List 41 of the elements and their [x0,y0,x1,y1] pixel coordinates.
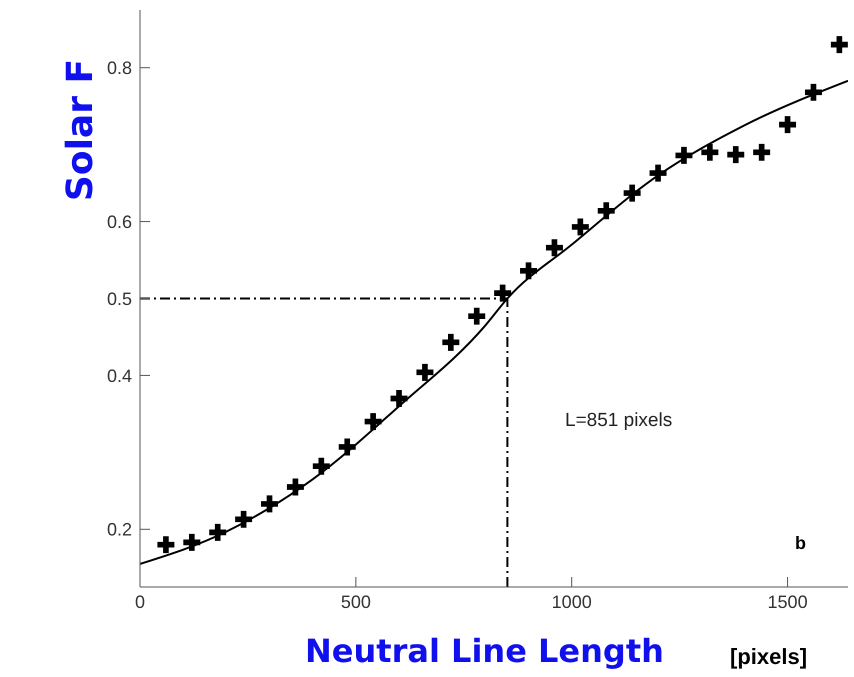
point [494,284,512,302]
point [804,84,822,101]
point [830,36,848,54]
text: [pixels] [730,644,808,670]
point [209,524,226,541]
point [338,438,356,456]
x-tick-label: 500 [340,592,371,612]
point [416,364,434,381]
y-tick-label: 0.6 [106,212,132,232]
y-tick-label: 0.4 [106,366,132,386]
point [312,458,330,475]
x-tick-label: 1500 [768,592,808,612]
point [727,146,744,164]
point [753,144,770,161]
point [520,262,538,280]
point [183,534,200,551]
point [235,510,252,528]
y-tick-label: 0.2 [106,520,132,540]
point [598,202,615,220]
point [390,390,408,407]
y-tick-label: 0.5 [106,288,132,309]
annotation: L=851 pixels [565,410,672,432]
annotation: b [795,533,806,554]
point [364,413,382,430]
point [572,218,589,236]
point [286,478,304,496]
point [701,144,718,161]
point [650,164,667,182]
point [157,536,174,554]
y-axis-title: Solar F [60,58,101,204]
point [442,334,460,351]
y-tick-label: 0.8 [106,58,132,78]
point [546,239,563,256]
x-tick-label: 1000 [552,592,592,612]
point [468,308,486,325]
x-axis-title: Neutral Line Length [305,632,664,670]
point [624,184,641,202]
point [261,495,278,512]
point [779,116,796,134]
point [675,146,692,164]
x-tick-label: 0 [134,592,146,612]
